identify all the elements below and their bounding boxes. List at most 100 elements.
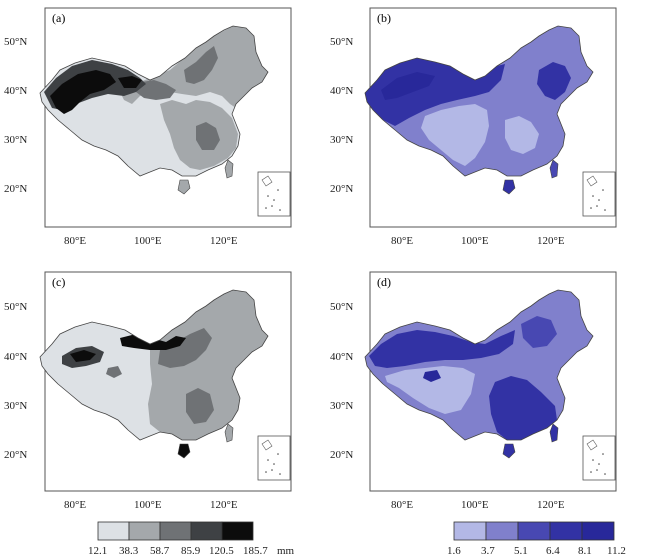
lon-label-120e: 120°E [537, 235, 565, 247]
inset-island-dot [590, 207, 592, 209]
panel-label-a: (a) [52, 11, 65, 25]
map-d-svg: (d) [364, 271, 617, 492]
hainan-island [177, 179, 191, 195]
legend-blue-colorbar [453, 521, 615, 541]
legend-blue-value: 8.1 [578, 545, 592, 557]
lon-label-80e: 80°E [64, 499, 87, 511]
map-region [184, 46, 218, 84]
map-region [158, 328, 212, 368]
map-region [50, 70, 116, 114]
map-region [385, 366, 475, 414]
inset-island-dot [598, 463, 600, 465]
panel-label-b: (b) [377, 11, 391, 25]
map-region [136, 80, 176, 100]
lon-label-120e: 120°E [210, 499, 238, 511]
legend-swatch [453, 521, 487, 541]
hainan-island [502, 179, 516, 195]
map-region [118, 76, 142, 88]
legend-blue-value: 11.2 [607, 545, 626, 557]
inset-coast [586, 175, 598, 187]
legend-gray-colorbar [97, 521, 254, 541]
legend-gray-value: 38.3 [119, 545, 139, 557]
taiwan-island [224, 159, 234, 179]
inset-island-dot [277, 453, 279, 455]
lat-label-50n: 50°N [4, 301, 28, 313]
legend-blue-value: 1.6 [447, 545, 461, 557]
lat-label-30n: 30°N [4, 134, 28, 146]
map-region [489, 376, 557, 440]
china-boundary [39, 25, 269, 177]
lat-label-50n: 50°N [330, 301, 354, 313]
map-region [521, 316, 557, 348]
hainan-island [177, 443, 191, 459]
inset-island-dot [273, 199, 275, 201]
china-boundary [39, 289, 269, 441]
legend-gray-value: 58.7 [150, 545, 170, 557]
inset-island-dot [592, 459, 594, 461]
map-region [369, 330, 515, 368]
lat-label-40n: 40°N [330, 85, 354, 97]
inset-island-dot [590, 471, 592, 473]
map-panel-a: (a) [0, 0, 326, 258]
map-panel-c: (c) [0, 266, 326, 516]
lon-label-120e: 120°E [210, 235, 238, 247]
legend-blue-value: 3.7 [481, 545, 495, 557]
lon-label-80e: 80°E [391, 499, 414, 511]
china-boundary [364, 25, 594, 177]
inset-island-dot [602, 189, 604, 191]
legend-swatch [221, 521, 254, 541]
legend-blue-value: 5.1 [514, 545, 528, 557]
inset-island-dot [596, 469, 598, 471]
map-region [505, 116, 539, 154]
legend-gray-value: 12.1 [88, 545, 108, 557]
map-frame [44, 271, 292, 492]
inset-island-dot [279, 473, 281, 475]
inset-island-dot [267, 195, 269, 197]
inset-island-dot [265, 471, 267, 473]
legend-blue-value: 6.4 [546, 545, 560, 557]
map-region [423, 370, 441, 382]
map-region [537, 62, 571, 100]
legend-gray-value: 85.9 [181, 545, 201, 557]
south-china-sea-inset [582, 435, 616, 481]
lat-label-50n: 50°N [330, 36, 354, 48]
lon-label-100e: 100°E [461, 235, 489, 247]
taiwan-island [549, 159, 559, 179]
map-regions [40, 26, 268, 176]
lon-label-100e: 100°E [134, 235, 162, 247]
inset-island-dot [267, 459, 269, 461]
map-region [421, 104, 489, 166]
map-region [381, 72, 435, 100]
map-frame [369, 7, 617, 228]
inset-island-dot [596, 205, 598, 207]
inset-coast [586, 439, 598, 451]
hainan-island [502, 443, 516, 459]
legend-swatch [581, 521, 615, 541]
inset-island-dot [271, 469, 273, 471]
inset-coast [261, 175, 273, 187]
legend-swatch [549, 521, 583, 541]
map-region [148, 290, 268, 440]
map-a-svg: (a) [39, 7, 292, 228]
inset-island-dot [602, 453, 604, 455]
lat-label-20n: 20°N [4, 183, 28, 195]
lat-label-40n: 40°N [4, 351, 28, 363]
lat-label-40n: 40°N [330, 351, 354, 363]
lon-label-120e: 120°E [537, 499, 565, 511]
legend-swatch [485, 521, 519, 541]
inset-coast [261, 439, 273, 451]
map-region [365, 58, 505, 126]
lat-label-30n: 30°N [330, 134, 354, 146]
map-region [70, 350, 96, 362]
inset-island-dot [604, 473, 606, 475]
map-region [186, 388, 214, 424]
map-regions [40, 290, 268, 440]
map-regions [365, 290, 593, 440]
map-regions [365, 26, 593, 176]
inset-island-dot [265, 207, 267, 209]
china-boundary [364, 289, 594, 441]
lat-label-20n: 20°N [330, 449, 354, 461]
panel-label-d: (d) [377, 275, 391, 289]
lat-label-50n: 50°N [4, 36, 28, 48]
lon-label-100e: 100°E [461, 499, 489, 511]
